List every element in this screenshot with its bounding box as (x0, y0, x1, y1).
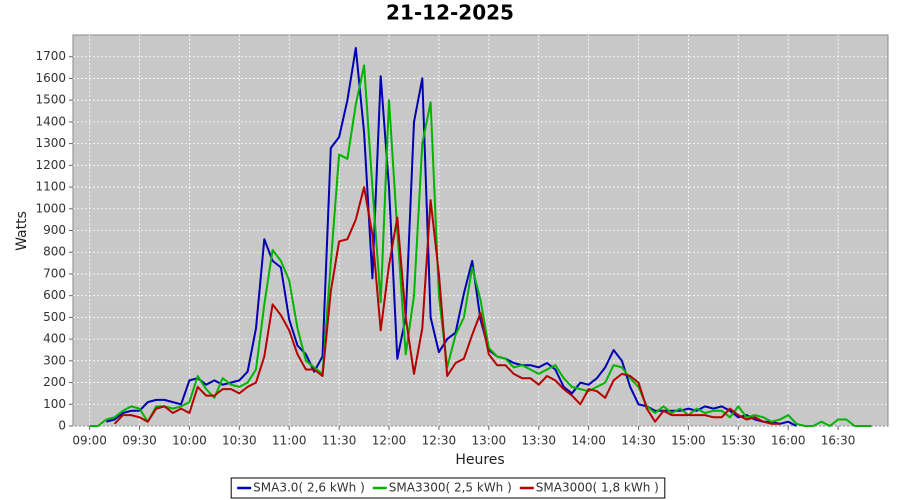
x-tick-label: 14:30 (621, 434, 656, 448)
x-tick-label: 13:00 (472, 434, 507, 448)
x-tick-label: 09:30 (122, 434, 157, 448)
y-tick-label: 1400 (35, 114, 66, 128)
y-tick-label: 600 (43, 288, 66, 302)
series-line (89, 64, 872, 427)
x-tick-label: 10:30 (222, 434, 257, 448)
x-tick-label: 12:00 (372, 434, 407, 448)
legend: SMA3.0( 2,6 kWh ) SMA3300( 2,5 kWh ) SMA30… (230, 477, 666, 499)
x-tick-label: 15:00 (671, 434, 706, 448)
y-tick-label: 1100 (35, 180, 66, 194)
x-tick-label: 14:00 (571, 434, 606, 448)
x-tick-label: 11:00 (272, 434, 307, 448)
y-tick-label: 700 (43, 266, 66, 280)
x-tick-label: 13:30 (521, 434, 556, 448)
y-tick-label: 400 (43, 332, 66, 346)
y-tick-label: 1600 (35, 71, 66, 85)
x-tick-label: 16:30 (821, 434, 856, 448)
x-tick-label: 12:30 (422, 434, 457, 448)
y-tick-label: 900 (43, 223, 66, 237)
x-tick-label: 11:30 (322, 434, 357, 448)
y-tick-label: 1300 (35, 136, 66, 150)
y-tick-label: 0 (58, 419, 66, 433)
legend-box (230, 477, 666, 499)
y-tick-label: 1200 (35, 158, 66, 172)
y-tick-label: 200 (43, 375, 66, 389)
plot-area (72, 34, 889, 427)
legend-label: SMA3000( 1,8 kWh ) (536, 481, 659, 495)
y-tick-label: 100 (43, 397, 66, 411)
y-tick-label: 1700 (35, 49, 66, 63)
y-tick-label: 1000 (35, 201, 66, 215)
series-line (113, 186, 780, 425)
legend-label: SMA3.0( 2,6 kWh ) (253, 481, 365, 495)
x-tick-label: 09:00 (72, 434, 107, 448)
x-tick-label: 16:00 (771, 434, 806, 448)
y-tick-label: 300 (43, 353, 66, 367)
y-tick-label: 1500 (35, 93, 66, 107)
chart-title: 21-12-2025 (386, 1, 514, 25)
x-axis-label: Heures (455, 452, 504, 468)
x-tick-label: 15:30 (721, 434, 756, 448)
legend-label: SMA3300( 2,5 kWh ) (389, 481, 512, 495)
x-tick-label: 10:00 (172, 434, 207, 448)
y-tick-label: 500 (43, 310, 66, 324)
y-axis-label: Watts (14, 211, 30, 251)
y-tick-label: 800 (43, 245, 66, 259)
